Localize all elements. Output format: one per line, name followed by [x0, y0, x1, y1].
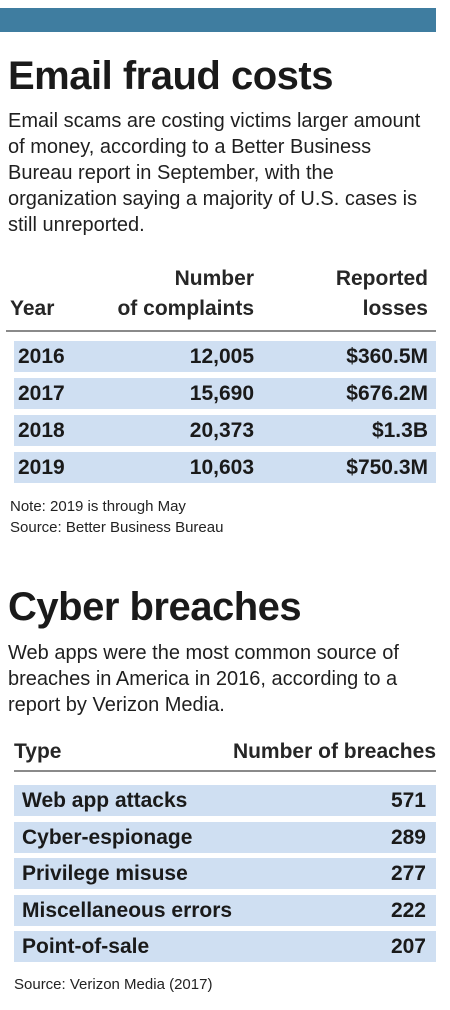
email-fraud-intro: Email scams are costing victims larger a… [8, 110, 421, 236]
breach-type-cell: Web app attacks [22, 789, 188, 812]
breach-type-cell: Point-of-sale [22, 935, 150, 958]
table-row: 2016 12,005 $360.5M [14, 341, 436, 372]
losses-cell: $1.3B [371, 419, 428, 442]
header-accent-bar [0, 8, 436, 32]
complaints-cell: 12,005 [189, 345, 254, 368]
table-row: 2018 20,373 $1.3B [14, 415, 436, 446]
year-cell: 2018 [18, 419, 65, 442]
email-fraud-title: Email fraud costs [8, 54, 333, 98]
email-fraud-source: Source: Better Business Bureau [10, 519, 224, 536]
breach-count-cell: 222 [390, 898, 426, 922]
losses-cell: $750.3M [346, 456, 428, 479]
col-header-complaints-line2: of complaints [117, 297, 254, 320]
table-row: Cyber-espionage 289 [14, 821, 436, 853]
breach-count-cell: 277 [390, 862, 426, 885]
year-cell: 2019 [18, 456, 65, 479]
table-row: Point-of-sale 207 [14, 931, 436, 962]
table-row: 2017 15,690 $676.2M [14, 378, 436, 409]
col-header-type: Type [14, 740, 62, 763]
table-row: Web app attacks 571 [14, 785, 436, 816]
losses-cell: $676.2M [346, 382, 428, 405]
breach-table-header-rule [14, 770, 436, 772]
losses-cell: $360.5M [346, 345, 428, 368]
cyber-breaches-source: Source: Verizon Media (2017) [14, 976, 213, 993]
breach-count-cell: 571 [390, 789, 426, 812]
email-table-header-rule [6, 330, 436, 332]
table-row: Privilege misuse 277 [14, 858, 436, 889]
col-header-losses-line2: losses [362, 297, 428, 320]
breach-type-cell: Miscellaneous errors [22, 898, 233, 922]
breach-type-cell: Privilege misuse [22, 862, 188, 885]
cyber-breaches-intro: Web apps were the most common source of … [8, 642, 399, 716]
complaints-cell: 20,373 [189, 419, 254, 442]
email-fraud-note: Note: 2019 is through May [10, 498, 186, 515]
year-cell: 2017 [18, 382, 65, 405]
breach-type-cell: Cyber-espionage [22, 825, 193, 849]
complaints-cell: 15,690 [189, 382, 254, 405]
cyber-breaches-title: Cyber breaches [8, 585, 302, 629]
table-row: 2019 10,603 $750.3M [14, 452, 436, 483]
col-header-breaches: Number of breaches [232, 740, 436, 763]
year-cell: 2016 [18, 345, 65, 368]
col-header-year: Year [10, 297, 55, 320]
breach-count-cell: 289 [390, 825, 426, 849]
col-header-complaints-line1: Number [174, 267, 254, 290]
complaints-cell: 10,603 [189, 456, 254, 479]
breach-count-cell: 207 [390, 935, 426, 958]
table-row: Miscellaneous errors 222 [14, 894, 436, 926]
col-header-losses-line1: Reported [335, 267, 428, 290]
